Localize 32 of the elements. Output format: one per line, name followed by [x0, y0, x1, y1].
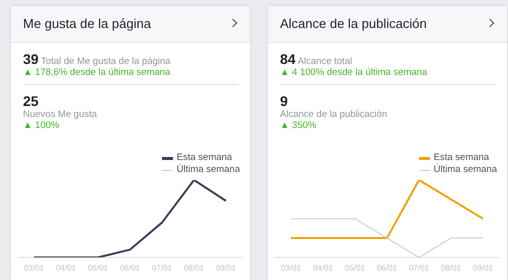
- x-tick-label: 04/01: [56, 263, 77, 272]
- text: ▲ 178,6% desde la última semana: [23, 67, 172, 78]
- text: ▲ 4 100% desde la última semana: [280, 67, 428, 78]
- text: 84: [280, 51, 296, 67]
- x-tick-label: 06/01: [376, 263, 398, 272]
- legend-label: Última semana: [176, 164, 240, 176]
- text: 9: [280, 93, 288, 109]
- x-tick-label: 05/01: [88, 263, 109, 272]
- text: 39: [23, 51, 39, 67]
- x-tick-label: 05/01: [344, 263, 366, 272]
- x-tick-label: 09/01: [472, 263, 494, 272]
- text: Nuevos Me gusta: [23, 109, 98, 120]
- x-tick-label: 07/01: [408, 263, 430, 272]
- x-tick-label: 04/01: [312, 263, 334, 272]
- text: Alcance de la publicación: [280, 109, 388, 120]
- text: Total de Me gusta de la página: [40, 56, 170, 67]
- x-tick-label: 08/01: [184, 263, 205, 272]
- x-tick-label: 09/01: [216, 263, 237, 272]
- legend-label: Esta semana: [434, 152, 490, 164]
- x-tick-label: 07/01: [152, 263, 173, 272]
- text: ▲ 350%: [280, 120, 318, 131]
- text: 25: [23, 93, 39, 109]
- x-tick-label: 06/01: [120, 263, 141, 272]
- chart-title: Alcance de la publicación: [268, 6, 507, 43]
- x-tick-label: 08/01: [440, 263, 462, 272]
- x-tick-label: 03/01: [280, 263, 302, 272]
- legend-label: Última semana: [434, 164, 497, 176]
- legend-label: Esta semana: [176, 152, 232, 164]
- text: Alcance total: [296, 56, 352, 67]
- x-tick-label: 03/01: [24, 263, 45, 272]
- chart-title: Me gusta de la página: [11, 6, 250, 43]
- text: ▲ 100%: [23, 120, 60, 131]
